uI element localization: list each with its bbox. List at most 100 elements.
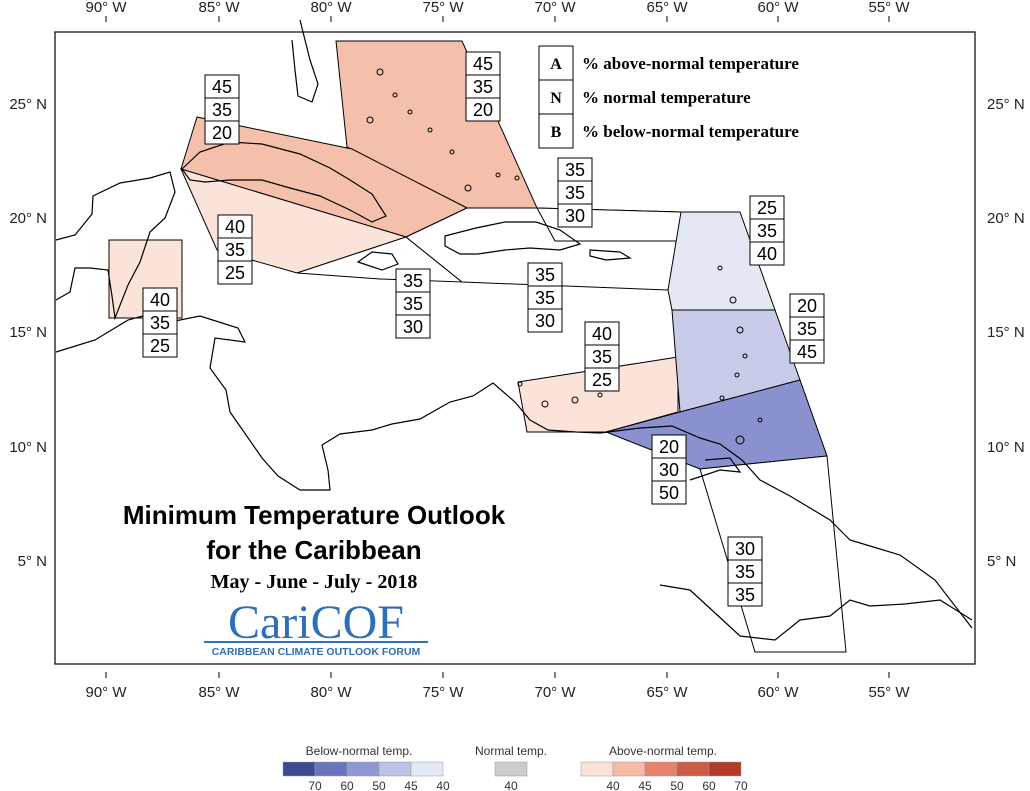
- y-tick-label: 15° N: [987, 324, 1025, 341]
- legend-key: A N B % above-normal temperature % norma…: [538, 45, 799, 149]
- y-tick-label: 10° N: [987, 439, 1025, 456]
- colorbar-swatch-below: [378, 761, 412, 777]
- prob-value-a: 35: [565, 160, 585, 180]
- colorbar-swatch-above: [676, 761, 710, 777]
- colorbar-swatch-below: [346, 761, 380, 777]
- prob-value-n: 35: [535, 288, 555, 308]
- prob-value-n: 35: [735, 562, 755, 582]
- legend-text-below: % below-normal temperature: [582, 122, 799, 141]
- prob-box-cell: [557, 203, 593, 228]
- prob-value-a: 20: [659, 437, 679, 457]
- prob-box-cell: [204, 120, 240, 145]
- colorbar-tick-below: 70: [308, 779, 322, 791]
- y-tick-label: 15° N: [9, 324, 47, 341]
- x-tick-label: 65° W: [646, 684, 688, 701]
- colorbar-swatch-above: [612, 761, 646, 777]
- colorbar-tick-below: 40: [436, 779, 450, 791]
- colorbar-tick-above: 60: [702, 779, 716, 791]
- prob-value-a: 30: [735, 539, 755, 559]
- coastlines: [55, 19, 973, 641]
- islands: [366, 68, 763, 445]
- y-tick-label: 25° N: [987, 96, 1025, 113]
- colorbar-tick-above: 45: [638, 779, 652, 791]
- legend-letter-b: B: [551, 124, 562, 141]
- x-tick-label: 60° W: [757, 684, 799, 701]
- prob-box-cell: [395, 314, 431, 339]
- x-axis-top: 90° W 85° W 80° W 75° W 70° W 65° W 60° …: [85, 0, 910, 16]
- prob-value-n: 35: [225, 240, 245, 260]
- colorbar-tick-below: 60: [340, 779, 354, 791]
- colorbar-tick-below: 50: [372, 779, 386, 791]
- x-tick-label: 90° W: [85, 684, 127, 701]
- y-tick-label: 5° N: [18, 553, 47, 570]
- prob-value-n: 35: [403, 294, 423, 314]
- prob-value-b: 25: [150, 336, 170, 356]
- x-tick-label: 85° W: [198, 684, 240, 701]
- prob-value-a: 25: [757, 198, 777, 218]
- title-line2: for the Caribbean: [206, 535, 421, 565]
- prob-value-b: 45: [797, 342, 817, 362]
- prob-value-b: 20: [473, 100, 493, 120]
- prob-box-cell: [789, 339, 825, 364]
- x-tick-label: 70° W: [534, 0, 576, 16]
- colorbar-below-title: Below-normal temp.: [306, 744, 413, 758]
- prob-value-a: 35: [403, 271, 423, 291]
- x-tick-label: 85° W: [198, 0, 240, 16]
- legend-text-above: % above-normal temperature: [582, 54, 799, 73]
- prob-value-b: 30: [535, 311, 555, 331]
- colorbar-swatch-below: [410, 761, 444, 777]
- x-tick-label: 70° W: [534, 684, 576, 701]
- colorbar-tick-above: 40: [606, 779, 620, 791]
- logo-underline: [204, 641, 428, 643]
- probability-boxes: 45 35 20 45 35 20 40 35 25 40 35 25 35 35 30 35 35 30 35 35…: [142, 51, 825, 607]
- colorbar-swatch-normal: [494, 761, 528, 777]
- y-tick-label: 10° N: [9, 439, 47, 456]
- colorbar-above-title: Above-normal temp.: [609, 744, 717, 758]
- prob-value-a: 20: [797, 296, 817, 316]
- prob-value-b: 40: [757, 244, 777, 264]
- frame-ticks: [105, 16, 890, 678]
- logo-subtitle: CARIBBEAN CLIMATE OUTLOOK FORUM: [212, 646, 421, 658]
- y-axis-left: 25° N 20° N 15° N 10° N 5° N: [9, 96, 47, 570]
- prob-value-a: 45: [212, 77, 232, 97]
- prob-value-a: 40: [150, 290, 170, 310]
- colorbar-normal-title: Normal temp.: [475, 744, 547, 758]
- title-block: Minimum Temperature Outlook for the Cari…: [123, 500, 506, 593]
- colorbar-swatch-above: [644, 761, 678, 777]
- y-tick-label: 20° N: [987, 210, 1025, 227]
- prob-value-b: 25: [592, 370, 612, 390]
- colorbar-tick-normal: 40: [504, 779, 518, 791]
- prob-value-n: 35: [757, 221, 777, 241]
- colorbar-tick-below: 45: [404, 779, 418, 791]
- colorbar: Below-normal temp. Normal temp. Above-no…: [282, 744, 748, 791]
- prob-box-cell: [651, 480, 687, 505]
- colorbar-swatch-below: [314, 761, 348, 777]
- prob-box-cell: [727, 582, 763, 607]
- caricof-logo: CariCOF CARIBBEAN CLIMATE OUTLOOK FORUM: [204, 596, 428, 658]
- prob-box-cell: [217, 260, 253, 285]
- prob-value-n: 35: [212, 100, 232, 120]
- prob-value-b: 30: [403, 317, 423, 337]
- prob-value-n: 35: [473, 77, 493, 97]
- prob-value-n: 35: [565, 183, 585, 203]
- prob-box-cell: [584, 367, 620, 392]
- title-line1: Minimum Temperature Outlook: [123, 500, 506, 530]
- legend-letter-a: A: [550, 56, 562, 73]
- colorbar-tick-above: 50: [670, 779, 684, 791]
- y-tick-label: 20° N: [9, 210, 47, 227]
- x-tick-label: 55° W: [868, 0, 910, 16]
- prob-value-n: 35: [592, 347, 612, 367]
- prob-value-n: 30: [659, 460, 679, 480]
- colorbar-swatch-above: [580, 761, 614, 777]
- x-tick-label: 65° W: [646, 0, 688, 16]
- x-tick-label: 55° W: [868, 684, 910, 701]
- x-tick-label: 60° W: [757, 0, 799, 16]
- prob-value-n: 35: [150, 313, 170, 333]
- prob-value-b: 35: [735, 585, 755, 605]
- colorbar-tick-above: 70: [734, 779, 748, 791]
- prob-value-a: 45: [473, 54, 493, 74]
- prob-value-a: 40: [592, 324, 612, 344]
- logo-wordmark: CariCOF: [228, 596, 404, 649]
- colorbar-swatch-above: [708, 761, 742, 777]
